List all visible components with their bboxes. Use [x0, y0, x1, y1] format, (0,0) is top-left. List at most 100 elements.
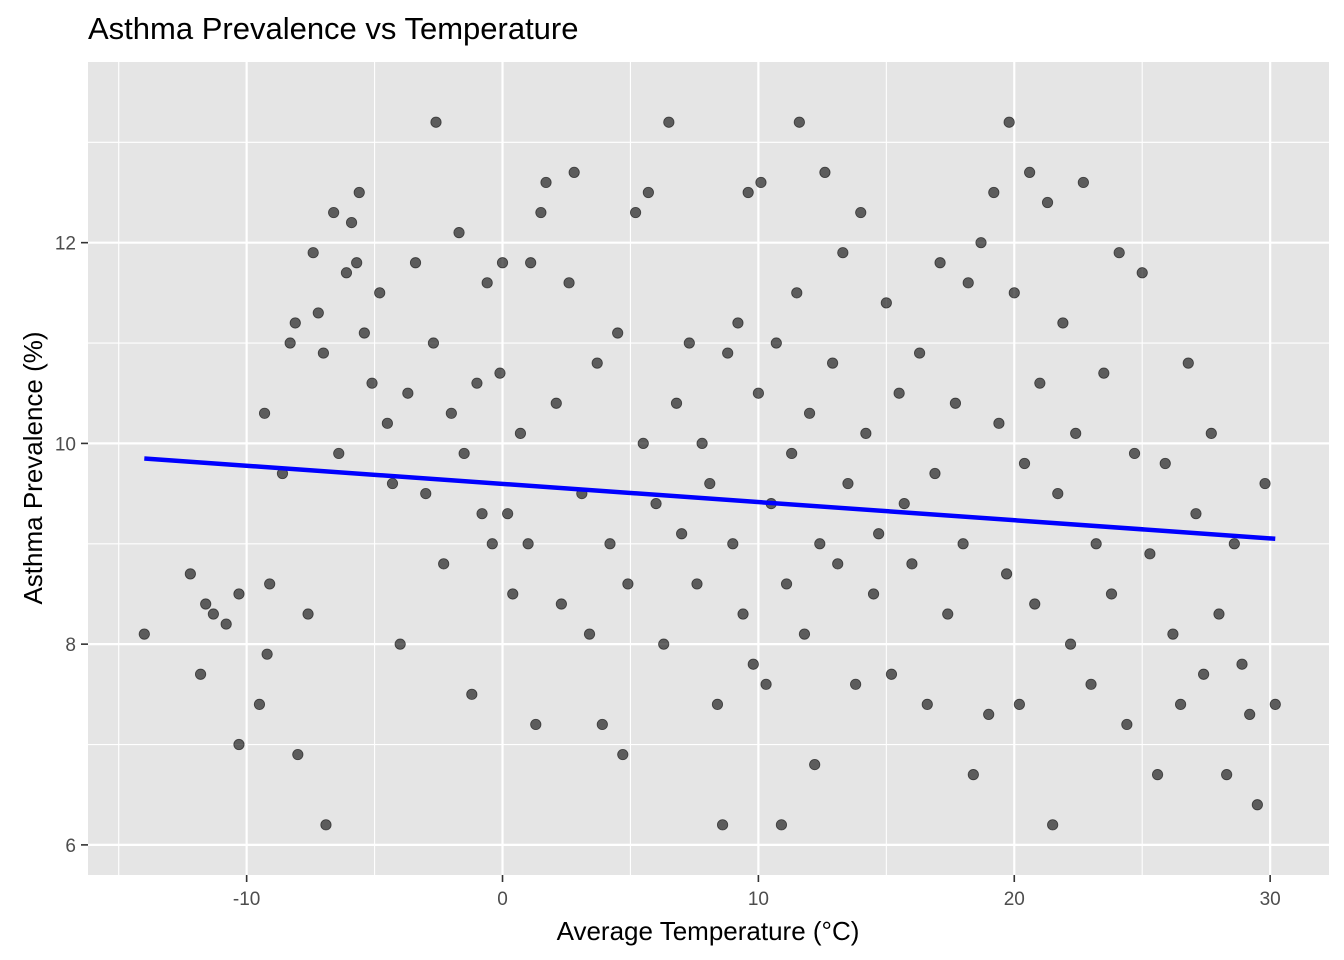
data-point	[458, 447, 470, 460]
data-point	[747, 658, 759, 670]
y-tick-label: 10	[55, 434, 76, 455]
data-point	[184, 568, 196, 580]
data-point	[1105, 588, 1118, 600]
data-point	[555, 598, 567, 610]
data-point	[775, 819, 788, 831]
x-tick-label: 0	[497, 889, 508, 910]
data-point	[663, 116, 675, 128]
data-point	[1008, 287, 1020, 299]
data-point	[1198, 668, 1210, 680]
data-point	[220, 618, 232, 630]
data-point	[880, 297, 892, 309]
data-point	[402, 387, 414, 399]
data-point	[1052, 487, 1064, 500]
data-point	[328, 206, 340, 219]
data-point	[302, 608, 314, 620]
data-point	[194, 668, 207, 680]
data-point	[540, 176, 552, 189]
data-point	[842, 477, 854, 490]
data-point	[1221, 769, 1233, 781]
data-point	[1182, 357, 1194, 369]
data-point	[494, 367, 506, 379]
data-point	[1057, 317, 1069, 329]
data-point	[791, 287, 803, 299]
x-axis-title: Average Temperature (°C)	[557, 916, 860, 946]
data-point	[320, 819, 332, 831]
data-point	[292, 748, 304, 761]
x-axis: -10 0 10 20 30	[233, 875, 1281, 910]
data-point	[358, 327, 370, 339]
y-axis-title: Asthma Prevalence (%)	[18, 331, 48, 604]
data-point	[617, 748, 629, 761]
data-point	[258, 407, 271, 419]
data-point	[1018, 457, 1031, 470]
data-point	[340, 267, 353, 279]
data-point	[1269, 698, 1281, 710]
data-point	[855, 206, 867, 219]
data-point	[1244, 708, 1256, 721]
x-tick-label: 30	[1260, 889, 1281, 910]
data-point	[742, 186, 754, 199]
data-point	[481, 277, 493, 289]
data-point	[826, 357, 839, 369]
data-point	[374, 287, 386, 299]
data-point	[1113, 247, 1125, 259]
data-point	[704, 477, 716, 490]
data-point	[1251, 799, 1263, 811]
data-point	[476, 508, 488, 520]
data-point	[563, 277, 575, 289]
data-point	[786, 447, 798, 460]
data-point	[696, 437, 708, 450]
data-point	[261, 648, 273, 660]
data-point	[650, 498, 662, 510]
data-point	[525, 257, 537, 269]
data-point	[530, 718, 542, 731]
data-point	[1070, 427, 1082, 439]
data-point	[780, 578, 793, 590]
data-point	[1024, 166, 1036, 179]
data-point	[722, 347, 734, 359]
data-point	[351, 257, 363, 269]
data-point	[1144, 548, 1156, 560]
data-point	[819, 166, 831, 179]
data-point	[760, 678, 772, 690]
data-point	[676, 528, 688, 540]
data-point	[629, 206, 642, 219]
data-point	[427, 337, 440, 349]
data-point	[409, 257, 422, 269]
data-point	[934, 257, 946, 269]
data-point	[727, 538, 739, 550]
data-point	[445, 407, 457, 419]
data-point	[1128, 447, 1141, 460]
data-point	[583, 628, 596, 640]
data-point	[752, 387, 764, 399]
data-point	[591, 357, 603, 369]
data-point	[670, 397, 683, 409]
data-point	[929, 467, 941, 480]
data-point	[1085, 678, 1097, 690]
x-tick-label: 10	[748, 889, 769, 910]
data-point	[430, 116, 442, 128]
data-point	[949, 397, 962, 409]
data-point	[207, 608, 219, 620]
data-point	[637, 437, 649, 450]
data-point	[793, 116, 805, 128]
data-point	[1029, 598, 1041, 610]
y-axis: 6 8 10 12	[55, 234, 88, 857]
data-point	[568, 166, 580, 179]
data-point	[253, 698, 266, 710]
data-point	[1041, 196, 1054, 209]
data-point	[642, 186, 654, 199]
y-tick-label: 8	[65, 635, 76, 656]
data-point	[755, 176, 767, 189]
data-point	[386, 477, 399, 490]
data-point	[921, 698, 933, 710]
data-point	[988, 186, 1000, 199]
data-point	[691, 578, 703, 590]
data-point	[993, 417, 1005, 429]
data-point	[737, 608, 749, 620]
data-point	[622, 578, 634, 590]
x-tick-label: 20	[1004, 889, 1025, 910]
data-point	[837, 247, 849, 259]
